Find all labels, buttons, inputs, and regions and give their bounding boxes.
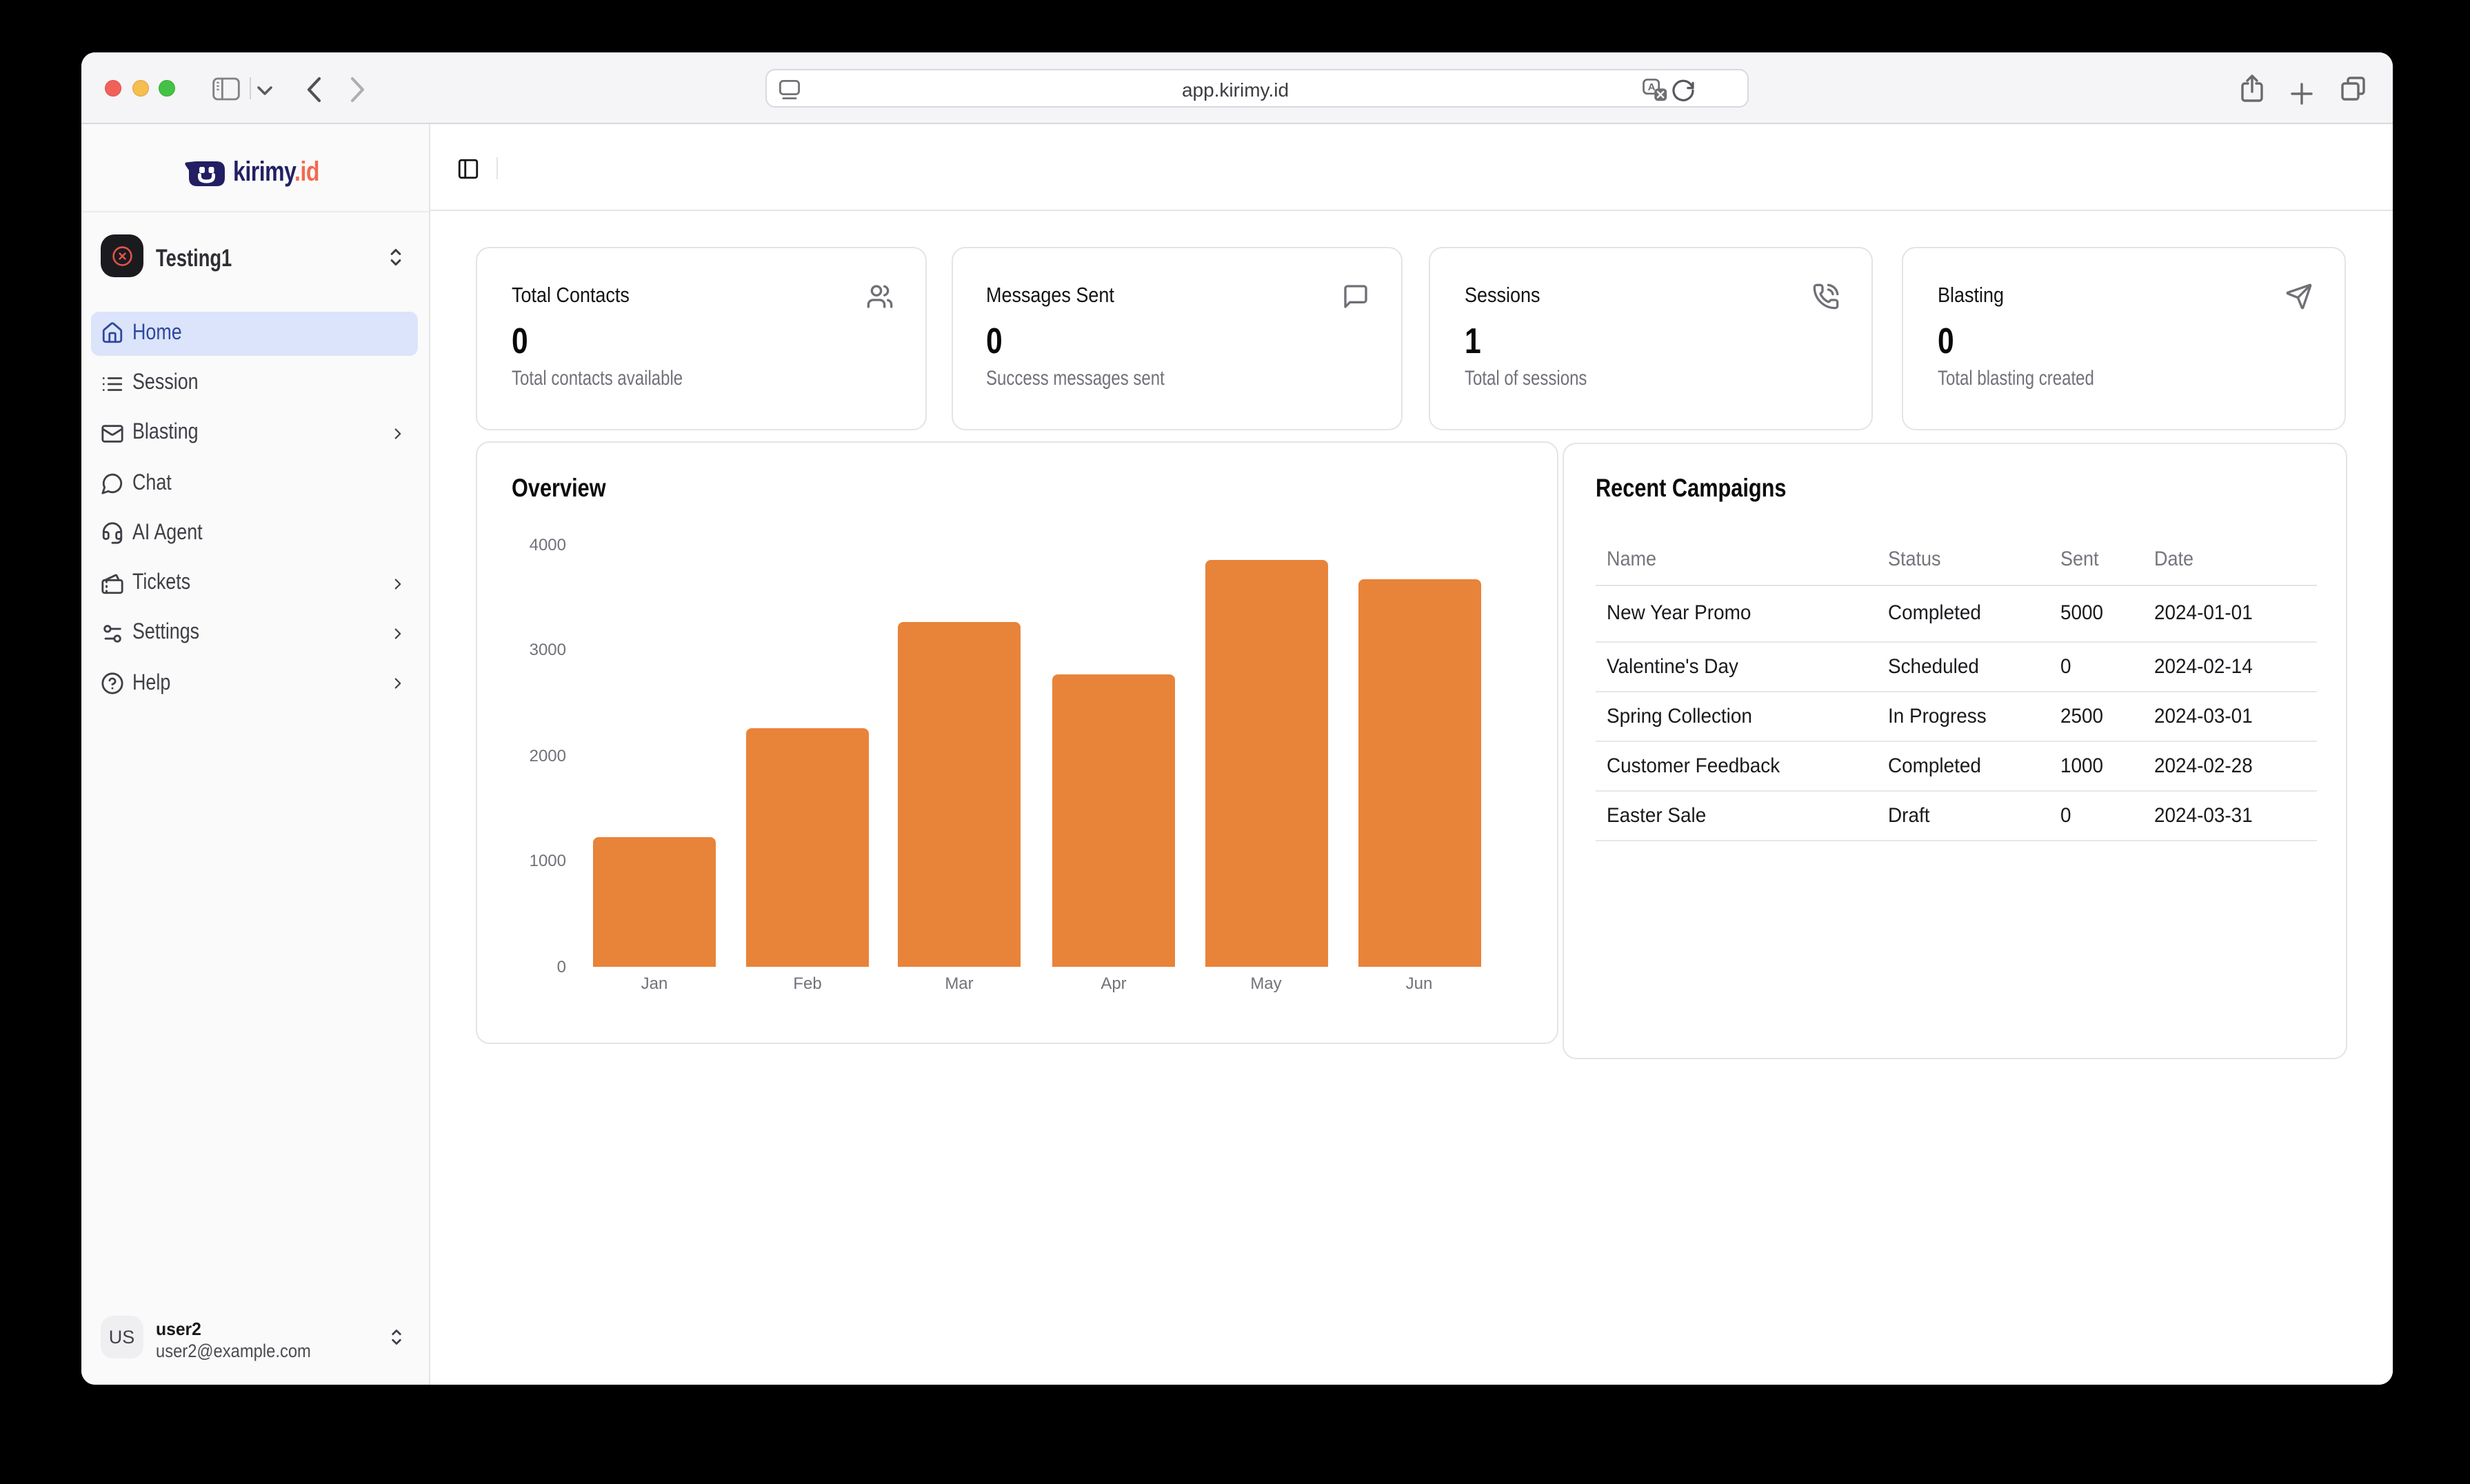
svg-text:A: A bbox=[1647, 81, 1655, 92]
